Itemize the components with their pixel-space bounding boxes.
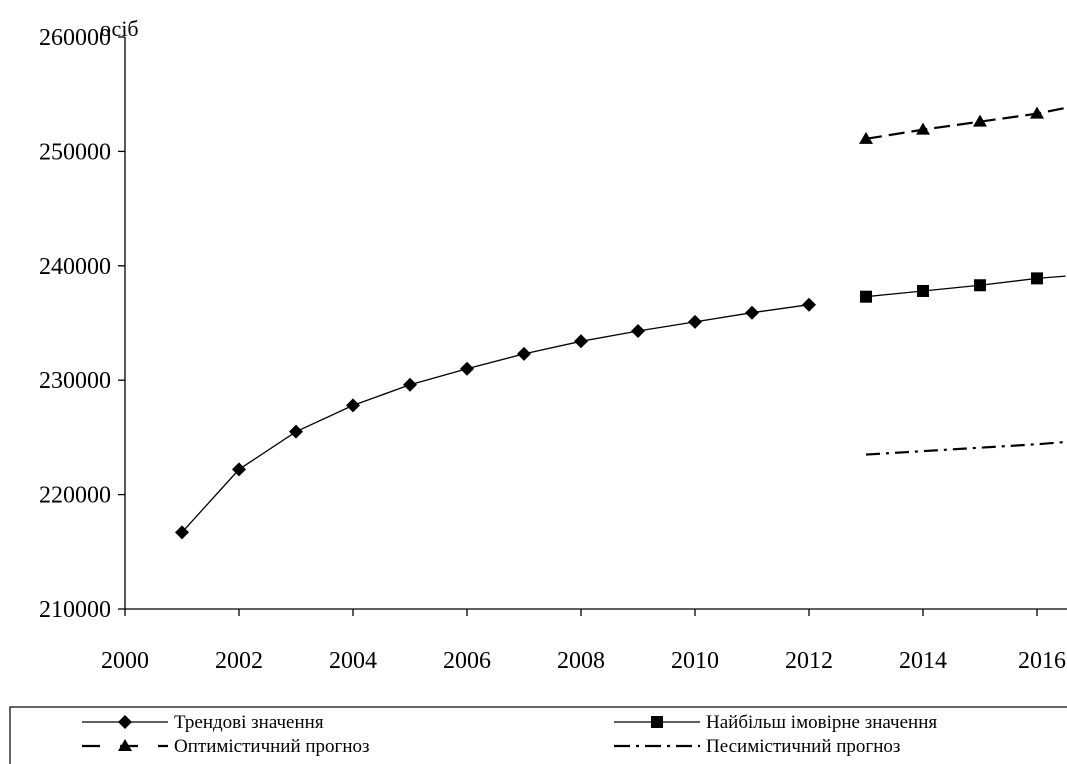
legend-label: Найбільш імовірне значення <box>706 712 937 733</box>
data-point <box>175 525 189 540</box>
x-tick-label: 2002 <box>215 648 263 674</box>
data-point <box>232 462 246 477</box>
series-3 <box>859 106 1066 144</box>
series-4 <box>865 440 1066 456</box>
data-point <box>346 398 360 413</box>
y-tick-label: 220000 <box>39 483 111 509</box>
data-point <box>631 324 645 339</box>
data-point <box>460 361 474 376</box>
y-tick-label: 240000 <box>39 254 111 280</box>
x-tick-label: 2006 <box>443 648 491 674</box>
series-line <box>865 440 1066 456</box>
data-point <box>860 290 872 303</box>
series-1 <box>175 297 816 540</box>
data-point <box>973 114 987 127</box>
data-point <box>517 346 531 361</box>
legend-marker <box>118 739 132 751</box>
series-layer <box>175 106 1066 540</box>
data-point <box>289 424 303 439</box>
data-point <box>574 334 588 349</box>
data-point <box>974 279 986 292</box>
legend-item-4: Песимістичний прогноз <box>614 736 900 757</box>
data-point <box>802 297 816 312</box>
y-tick-label: 250000 <box>39 139 111 165</box>
x-tick-label: 2000 <box>101 648 149 674</box>
x-tick-label: 2010 <box>671 648 719 674</box>
x-tick-label: 2016 <box>1018 648 1066 674</box>
legend: Трендові значення Найбільш імовірне значе… <box>9 706 1067 764</box>
data-point <box>1030 106 1044 119</box>
x-axis: 2000 2002 2004 2006 2008 2010 2012 2014 2016 <box>101 608 1067 674</box>
data-point <box>745 305 759 320</box>
data-point <box>859 131 873 144</box>
legend-items: Трендові значення Найбільш імовірне значе… <box>82 712 937 757</box>
x-tick-label: 2012 <box>785 648 833 674</box>
legend-item-3: Оптимістичний прогноз <box>82 736 370 757</box>
legend-label: Оптимістичний прогноз <box>174 736 370 757</box>
x-tick-label: 2008 <box>557 648 605 674</box>
x-tick-label: 2014 <box>899 648 947 674</box>
y-tick-label: 260000 <box>39 25 111 51</box>
legend-frame <box>9 706 1067 764</box>
legend-marker <box>118 715 132 729</box>
legend-label: Песимістичний прогноз <box>706 736 900 757</box>
data-point <box>917 284 929 297</box>
legend-label: Трендові значення <box>174 712 324 733</box>
data-point <box>1031 272 1043 285</box>
x-tick-label: 2004 <box>329 648 377 674</box>
legend-item-1: Трендові значення <box>82 712 324 733</box>
series-line <box>181 304 810 533</box>
plot-area: 210000 220000 230000 240000 250000 260000 200… <box>39 16 1067 674</box>
y-tick-label: 210000 <box>39 597 111 623</box>
legend-marker <box>651 716 663 728</box>
series-2 <box>860 272 1066 303</box>
y-axis: 210000 220000 230000 240000 250000 260000 <box>39 25 126 623</box>
data-point <box>403 377 417 392</box>
legend-item-2: Найбільш імовірне значення <box>614 712 937 733</box>
data-point <box>916 122 930 135</box>
y-unit-label: осіб <box>100 16 139 41</box>
data-point <box>688 314 702 329</box>
y-tick-label: 230000 <box>39 368 111 394</box>
